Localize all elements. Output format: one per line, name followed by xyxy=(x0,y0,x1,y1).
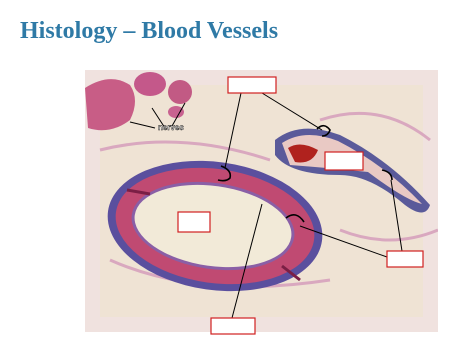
pointer-lines xyxy=(129,92,403,319)
micrograph xyxy=(85,70,438,332)
label-boxes xyxy=(177,76,424,335)
brackets xyxy=(217,124,393,223)
slide-title: Histology – Blood Vessels xyxy=(20,18,279,44)
nerves-label: nerves xyxy=(158,123,184,132)
